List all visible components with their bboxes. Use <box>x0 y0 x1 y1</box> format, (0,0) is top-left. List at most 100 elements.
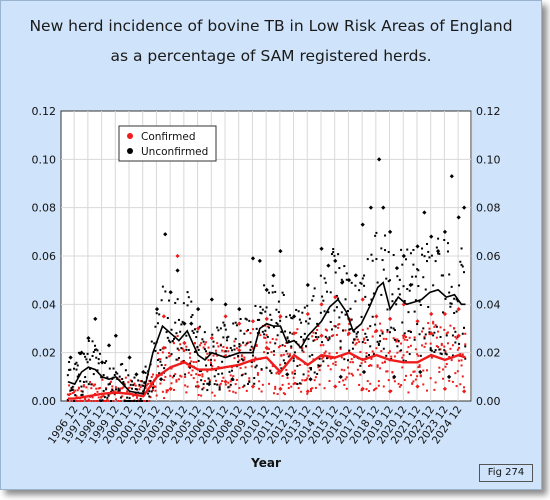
confirmed-point <box>429 331 434 336</box>
confirmed-cloud-point <box>143 400 146 402</box>
confirmed-cloud-point <box>400 384 403 387</box>
unconfirmed-point <box>206 381 212 387</box>
confirmed-cloud-point <box>281 383 284 386</box>
unconfirmed-cloud-point <box>91 340 94 343</box>
unconfirmed-point <box>285 372 290 377</box>
unconfirmed-cloud-point <box>328 337 331 340</box>
unconfirmed-cloud-point <box>247 382 250 385</box>
unconfirmed-cloud-point <box>182 302 185 305</box>
confirmed-cloud-point <box>324 328 327 331</box>
unconfirmed-cloud-point <box>70 389 73 392</box>
unconfirmed-cloud-point <box>286 336 289 339</box>
unconfirmed-cloud-point <box>144 365 147 368</box>
confirmed-cloud-point <box>263 351 266 354</box>
confirmed-cloud-point <box>249 332 252 335</box>
unconfirmed-cloud-point <box>437 252 440 255</box>
confirmed-cloud-point <box>359 373 362 376</box>
unconfirmed-cloud-point <box>253 382 256 385</box>
unconfirmed-cloud-point <box>344 313 347 316</box>
unconfirmed-cloud-point <box>114 371 117 374</box>
confirmed-cloud-point <box>367 365 370 368</box>
confirmed-cloud-point <box>288 354 291 357</box>
unconfirmed-cloud-point <box>80 385 83 388</box>
unconfirmed-cloud-point <box>111 389 114 392</box>
confirmed-cloud-point <box>165 391 168 394</box>
y-tick-label-left: 0.04 <box>32 298 57 311</box>
confirmed-cloud-point <box>177 349 180 352</box>
unconfirmed-cloud-point <box>416 268 419 271</box>
unconfirmed-cloud-point <box>309 366 312 369</box>
confirmed-cloud-point <box>142 400 145 402</box>
unconfirmed-cloud-point <box>242 341 245 344</box>
unconfirmed-cloud-point <box>179 330 182 333</box>
unconfirmed-point <box>141 369 146 375</box>
unconfirmed-cloud-point <box>176 347 179 350</box>
unconfirmed-cloud-point <box>384 249 387 252</box>
confirmed-cloud-point <box>387 351 390 354</box>
unconfirmed-cloud-point <box>138 400 141 402</box>
confirmed-cloud-point <box>292 376 295 379</box>
unconfirmed-cloud-point <box>96 349 99 352</box>
confirmed-cloud-point <box>184 375 187 378</box>
unconfirmed-cloud-point <box>132 400 135 402</box>
confirmed-cloud-point <box>379 367 382 370</box>
confirmed-cloud-point <box>119 400 122 402</box>
unconfirmed-cloud-point <box>377 342 380 345</box>
confirmed-cloud-point <box>370 364 373 367</box>
unconfirmed-cloud-point <box>451 354 454 357</box>
y-tick-label-right: 0.00 <box>476 395 501 408</box>
confirmed-cloud-point <box>445 363 448 366</box>
unconfirmed-cloud-point <box>74 394 77 397</box>
unconfirmed-cloud-point <box>143 381 146 384</box>
y-tick-label-right: 0.08 <box>476 202 501 215</box>
confirmed-cloud-point <box>226 347 229 350</box>
confirmed-cloud-point <box>222 345 225 348</box>
confirmed-cloud-point <box>316 328 319 331</box>
unconfirmed-point <box>175 268 180 273</box>
confirmed-cloud-point <box>185 345 188 348</box>
confirmed-cloud-point <box>345 387 348 390</box>
confirmed-cloud-point <box>422 383 425 386</box>
confirmed-cloud-point <box>281 375 284 378</box>
confirmed-cloud-point <box>238 386 241 389</box>
unconfirmed-point <box>462 205 467 210</box>
confirmed-cloud-point <box>303 379 306 382</box>
confirmed-cloud-point <box>89 381 92 384</box>
unconfirmed-cloud-point <box>321 341 324 344</box>
confirmed-cloud-point <box>311 335 314 338</box>
confirmed-cloud-point <box>286 376 289 379</box>
unconfirmed-cloud-point <box>386 308 389 311</box>
confirmed-cloud-point <box>340 356 343 359</box>
unconfirmed-cloud-point <box>305 320 308 323</box>
unconfirmed-cloud-point <box>126 396 129 399</box>
unconfirmed-cloud-point <box>217 329 220 332</box>
confirmed-cloud-point <box>392 337 395 340</box>
unconfirmed-cloud-point <box>139 400 142 402</box>
unconfirmed-cloud-point <box>448 291 451 294</box>
unconfirmed-cloud-point <box>366 258 369 261</box>
confirmed-cloud-point <box>382 385 385 388</box>
unconfirmed-cloud-point <box>75 368 78 371</box>
unconfirmed-cloud-point <box>271 291 274 294</box>
unconfirmed-cloud-point <box>185 334 188 337</box>
unconfirmed-cloud-point <box>229 346 232 349</box>
unconfirmed-cloud-point <box>195 336 198 339</box>
confirmed-cloud-point <box>388 350 391 353</box>
confirmed-cloud-point <box>349 319 352 322</box>
unconfirmed-cloud-point <box>76 375 79 378</box>
unconfirmed-point <box>442 229 448 234</box>
unconfirmed-cloud-point <box>90 383 93 386</box>
unconfirmed-cloud-point <box>463 271 466 274</box>
confirmed-point <box>333 294 338 300</box>
confirmed-cloud-point <box>114 386 117 389</box>
confirmed-cloud-point <box>355 342 358 345</box>
confirmed-cloud-point <box>80 400 83 402</box>
unconfirmed-cloud-point <box>359 281 362 284</box>
unconfirmed-cloud-point <box>159 360 162 363</box>
unconfirmed-point <box>305 282 310 288</box>
confirmed-cloud-point <box>428 327 431 330</box>
unconfirmed-cloud-point <box>137 379 140 382</box>
unconfirmed-cloud-point <box>287 339 290 342</box>
unconfirmed-cloud-point <box>112 367 115 370</box>
confirmed-cloud-point <box>201 373 204 376</box>
